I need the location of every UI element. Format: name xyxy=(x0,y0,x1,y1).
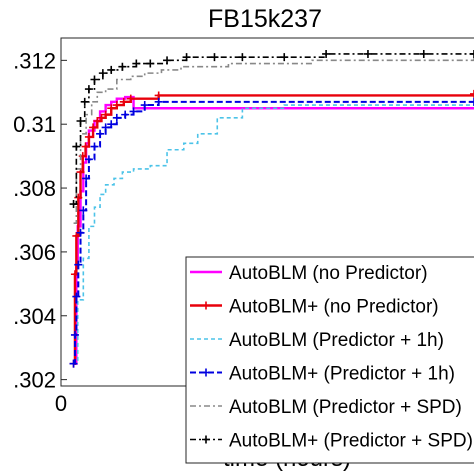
data-point xyxy=(322,49,331,58)
data-point xyxy=(182,53,191,62)
data-point xyxy=(90,75,99,84)
legend-entry: AutoBLM (Predictor + SPD) xyxy=(190,397,462,418)
data-point xyxy=(470,89,474,98)
data-point xyxy=(101,123,110,132)
data-point xyxy=(90,142,99,151)
data-point xyxy=(98,69,107,78)
data-point xyxy=(79,206,88,215)
legend-label: AutoBLM (Predictor + 1h) xyxy=(229,330,444,351)
data-point xyxy=(80,97,89,106)
data-point xyxy=(107,104,116,113)
legend-marker xyxy=(202,301,210,310)
data-point xyxy=(121,110,130,119)
data-point xyxy=(119,97,128,106)
data-point xyxy=(84,132,93,141)
legend-entry: AutoBLM (no Predictor) xyxy=(190,263,428,284)
chart-title: FB15k237 xyxy=(208,5,322,33)
data-point xyxy=(82,174,91,183)
series-5 xyxy=(69,49,474,209)
data-point xyxy=(107,120,116,129)
legend-entry: AutoBLM (Predictor + 1h) xyxy=(190,330,444,351)
legend-entry: AutoBLM+ (Predictor + 1h) xyxy=(190,364,455,385)
y-tick-label: .306 xyxy=(13,240,56,265)
legend-label: AutoBLM+ (Predictor + SPD) xyxy=(229,431,473,452)
data-point xyxy=(163,56,172,65)
y-axis: .302 .304 .306 .308 0.31 .312 xyxy=(13,48,67,393)
legend-marker xyxy=(202,435,210,444)
legend-entry: AutoBLM+ (no Predictor) xyxy=(190,297,439,318)
data-point xyxy=(107,65,116,74)
data-point xyxy=(74,260,83,269)
series-2 xyxy=(73,104,474,365)
data-point xyxy=(154,97,163,106)
data-point xyxy=(69,200,78,209)
x-tick-label: 0 xyxy=(55,391,67,416)
data-point xyxy=(363,49,372,58)
legend-box xyxy=(185,256,474,464)
legend-entry: AutoBLM+ (Predictor + SPD) xyxy=(190,431,473,452)
y-tick-label: .312 xyxy=(13,48,56,73)
y-tick-label: .308 xyxy=(13,176,56,201)
data-point xyxy=(101,110,110,119)
legend-label: AutoBLM (no Predictor) xyxy=(229,263,428,284)
y-tick-label: .302 xyxy=(13,368,56,393)
legend-label: AutoBLM+ (Predictor + 1h) xyxy=(229,364,455,385)
data-point xyxy=(84,155,93,164)
legend-label: AutoBLM (Predictor + SPD) xyxy=(229,397,462,418)
series-4 xyxy=(73,57,474,224)
data-point xyxy=(72,142,81,151)
data-point xyxy=(238,53,247,62)
series-line xyxy=(73,57,474,224)
data-point xyxy=(76,228,85,237)
y-tick-label: .304 xyxy=(13,304,56,329)
data-point xyxy=(280,53,289,62)
data-point xyxy=(89,123,98,132)
data-point xyxy=(93,117,102,126)
data-point xyxy=(132,59,141,68)
data-point xyxy=(72,292,81,301)
data-point xyxy=(470,49,474,58)
y-tick-label: 0.31 xyxy=(13,112,56,137)
data-point xyxy=(129,107,138,116)
data-point xyxy=(419,49,428,58)
data-point xyxy=(70,330,79,339)
legend-marker xyxy=(202,368,210,377)
legend-label: AutoBLM+ (no Predictor) xyxy=(229,297,439,318)
data-point xyxy=(140,101,149,110)
series-layer xyxy=(69,49,474,368)
series-line xyxy=(73,104,474,365)
data-point xyxy=(72,231,81,240)
data-point xyxy=(470,97,474,106)
data-point xyxy=(81,142,90,151)
data-point xyxy=(96,129,105,138)
data-point xyxy=(118,62,127,71)
data-point xyxy=(84,85,93,94)
legend: AutoBLM (no Predictor) AutoBLM+ (no Predi… xyxy=(185,256,474,464)
data-point xyxy=(112,113,121,122)
data-point xyxy=(76,117,85,126)
data-point xyxy=(112,101,121,110)
series-3 xyxy=(69,97,474,368)
data-point xyxy=(126,94,135,103)
data-point xyxy=(69,359,78,368)
data-point xyxy=(146,59,155,68)
data-point xyxy=(97,113,106,122)
data-point xyxy=(210,53,219,62)
